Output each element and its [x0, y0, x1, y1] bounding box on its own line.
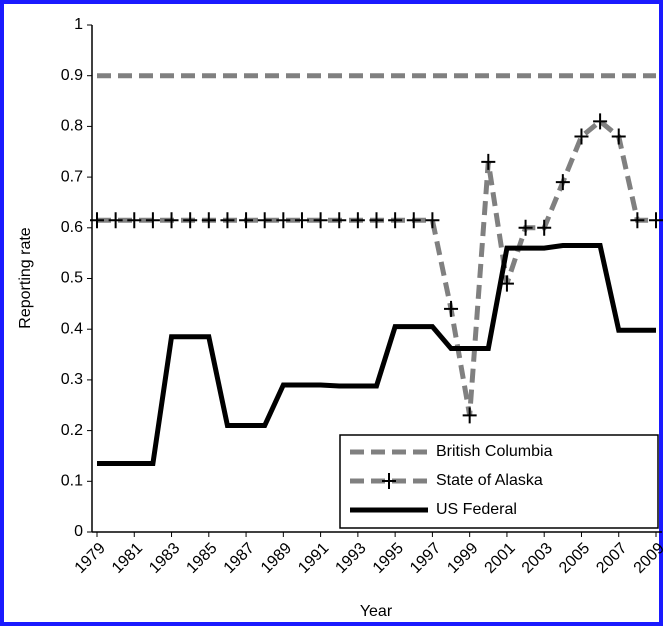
point-marker [183, 212, 198, 229]
point-marker [90, 212, 104, 229]
y-tick-label: 0.1 [61, 473, 83, 490]
legend-marker [382, 473, 396, 489]
legend-label: State of Alaska [436, 472, 543, 489]
point-marker [388, 212, 403, 229]
point-marker [537, 219, 552, 236]
y-tick-label: 0.2 [61, 422, 83, 439]
series-line [97, 243, 656, 467]
point-marker [611, 128, 626, 145]
point-marker [649, 212, 663, 229]
y-tick-label: 1 [74, 16, 83, 33]
point-marker [518, 219, 533, 236]
point-marker [425, 212, 440, 229]
point-marker [239, 212, 254, 229]
y-tick-label: 0.8 [61, 118, 83, 135]
y-tick-label: 0 [74, 523, 83, 540]
legend-label: British Columbia [436, 443, 553, 460]
point-marker [220, 212, 235, 229]
point-marker [127, 212, 142, 229]
point-marker [555, 174, 570, 191]
point-marker [593, 113, 608, 130]
y-axis-label: Reporting rate [17, 227, 34, 328]
point-marker [630, 212, 645, 229]
point-marker [462, 407, 477, 424]
y-tick-label: 0.7 [61, 168, 83, 185]
point-marker [276, 212, 291, 229]
point-marker [145, 212, 160, 229]
legend-label: US Federal [436, 501, 517, 518]
point-marker [332, 212, 347, 229]
point-marker [257, 212, 272, 229]
point-marker [406, 212, 421, 229]
y-tick-label: 0.5 [61, 270, 83, 287]
point-marker [481, 153, 496, 170]
point-marker [350, 212, 365, 229]
y-tick-label: 0.6 [61, 219, 83, 236]
y-tick-label: 0.9 [61, 67, 83, 84]
y-tick-label: 0.3 [61, 371, 83, 388]
point-marker [369, 212, 384, 229]
point-marker [201, 212, 216, 229]
point-marker [108, 212, 123, 229]
y-tick-label: 0.4 [61, 320, 83, 337]
point-marker [313, 212, 328, 229]
point-marker [574, 128, 589, 145]
point-marker [164, 212, 179, 229]
point-marker [294, 212, 309, 229]
point-marker [444, 300, 459, 317]
x-axis-label: Year [360, 603, 393, 620]
